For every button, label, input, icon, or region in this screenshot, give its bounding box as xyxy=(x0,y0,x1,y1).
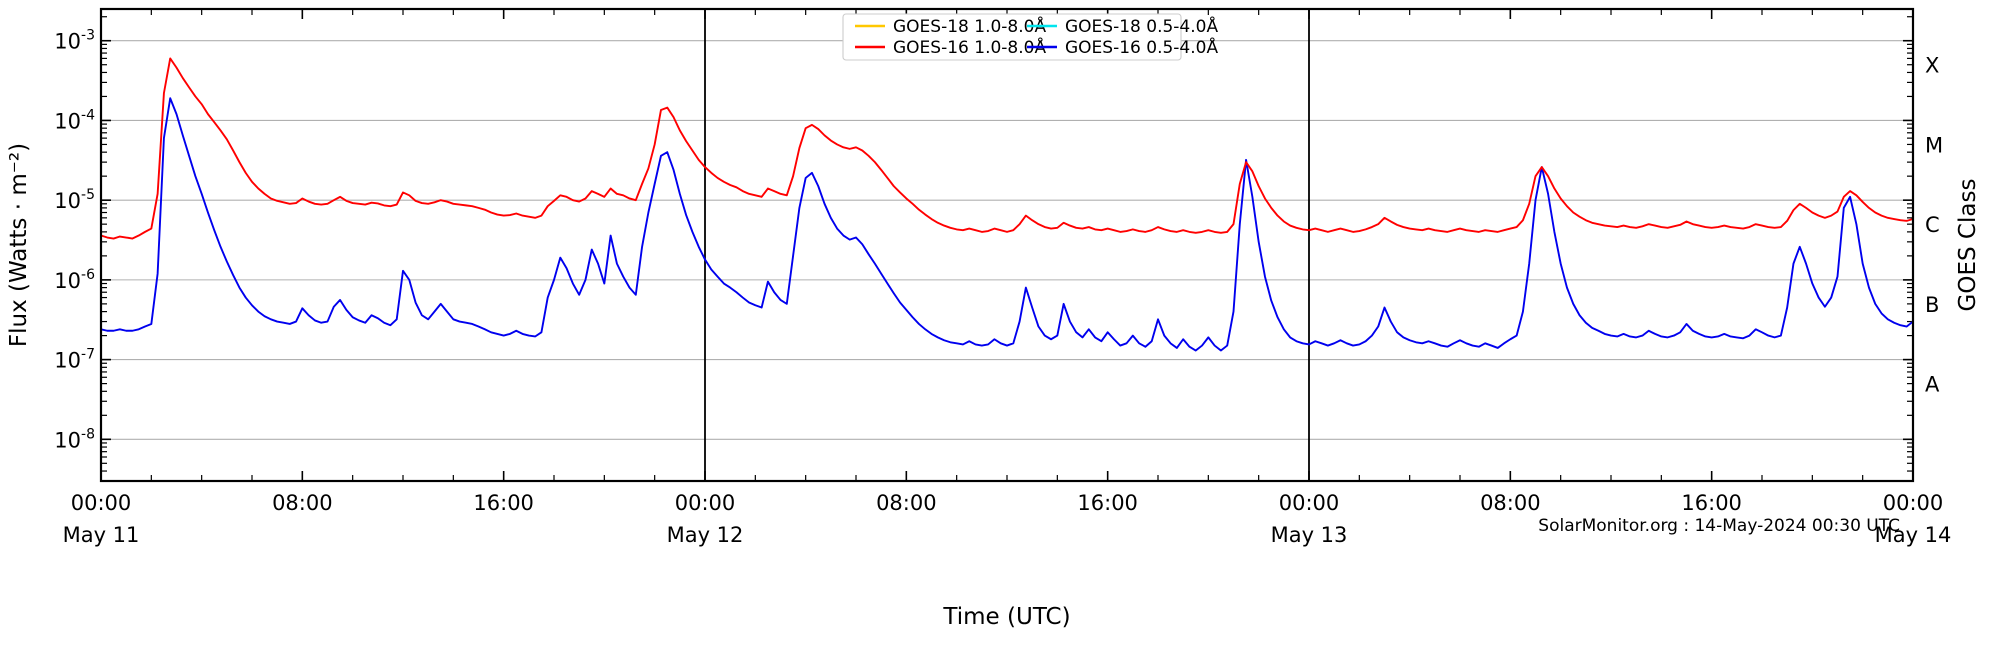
y-tick-label: 10-8 xyxy=(54,426,95,452)
y-tick-label: 10-4 xyxy=(54,107,95,133)
x-tick-label: 16:00 xyxy=(473,491,534,515)
legend-label-g18_long: GOES-18 1.0-8.0Å xyxy=(893,15,1046,37)
x-day-label: May 12 xyxy=(667,523,744,547)
x-tick-label: 08:00 xyxy=(876,491,937,515)
series-g16_long xyxy=(100,57,1914,240)
goes-class-label: M xyxy=(1925,133,1943,157)
gridlines xyxy=(101,40,1913,440)
x-tick-label: 16:00 xyxy=(1681,491,1742,515)
x-axis-title: Time (UTC) xyxy=(942,604,1070,630)
x-tick-label: 00:00 xyxy=(1279,491,1340,515)
y-axis-title: Flux (Watts · m⁻²) xyxy=(6,143,32,347)
series-g16_short xyxy=(100,97,1914,352)
x-tick-label: 08:00 xyxy=(1480,491,1541,515)
x-day-label: May 14 xyxy=(1875,523,1952,547)
x-tick-label: 00:00 xyxy=(71,491,132,515)
data-series-group xyxy=(100,57,1914,352)
x-axis-tick-labels: 00:00 08:00 16:00 00:00 08:00 16:00 00:00 08:00… xyxy=(71,491,1944,515)
x-tick-label: 00:00 xyxy=(675,491,736,515)
x-tick-label: 16:00 xyxy=(1077,491,1138,515)
goes-class-label: B xyxy=(1925,293,1939,317)
x-tick-label: 00:00 xyxy=(1883,491,1944,515)
legend-label-g16_short: GOES-16 0.5-4.0Å xyxy=(1065,36,1218,58)
x-axis-day-labels: May 11 May 12 May 13 May 14 xyxy=(63,523,1952,547)
goes-class-label: X xyxy=(1925,54,1939,78)
x-tick-label: 08:00 xyxy=(272,491,333,515)
day-divider-lines xyxy=(704,9,1310,481)
x-day-label: May 11 xyxy=(63,523,140,547)
legend-background xyxy=(842,13,1182,61)
plot-frame xyxy=(99,7,1915,483)
secondary-y-axis-title: GOES Class xyxy=(1955,179,1981,312)
goes-class-labels: X M C B A xyxy=(1925,54,1943,397)
goes-class-label: C xyxy=(1925,213,1940,237)
legend-label-g18_short: GOES-18 0.5-4.0Å xyxy=(1065,15,1218,37)
legend-label-g16_long: GOES-16 1.0-8.0Å xyxy=(893,36,1046,58)
source-watermark: SolarMonitor.org : 14-May-2024 00:30 UTC xyxy=(1538,516,1900,536)
goes-class-label: A xyxy=(1925,373,1940,397)
x-day-label: May 13 xyxy=(1271,523,1348,547)
